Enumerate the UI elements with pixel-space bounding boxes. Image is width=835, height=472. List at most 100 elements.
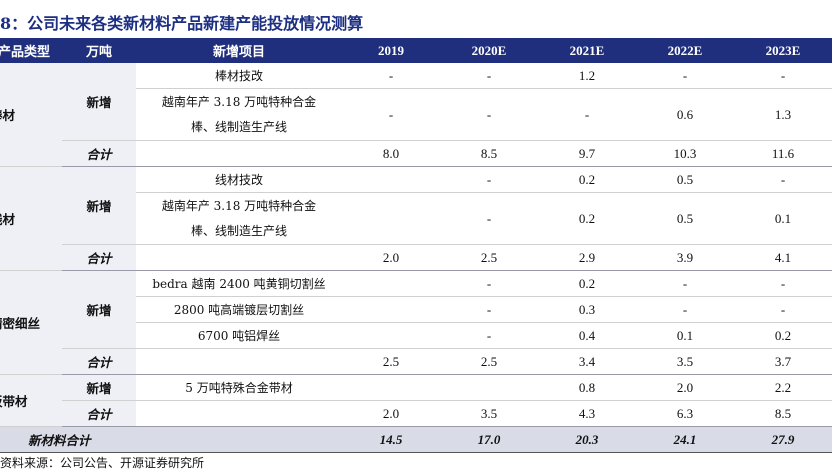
value-cell: 0.2 — [538, 166, 636, 193]
header-2023e: 2023E — [734, 38, 832, 63]
sum-label: 合计 — [62, 244, 136, 271]
value-cell: 0.3 — [538, 296, 636, 323]
value-cell: - — [734, 166, 832, 193]
value-cell: - — [636, 270, 734, 297]
sum-label: 合计 — [62, 348, 136, 375]
project-cell: 棒材技改 — [136, 63, 342, 89]
sum-cell: 2.9 — [538, 244, 636, 271]
sum-cell: 10.3 — [636, 140, 734, 167]
value-cell: - — [440, 322, 538, 349]
sum-cell: 9.7 — [538, 140, 636, 167]
sum-label: 合计 — [62, 400, 136, 427]
value-cell: 2.0 — [636, 374, 734, 401]
project-cell: 6700 吨铝焊丝 — [136, 322, 342, 349]
table-row: 精密细丝 新增 bedra 越南 2400 吨黄铜切割丝 - 0.2 - - — [0, 270, 832, 375]
value-cell — [342, 296, 440, 323]
project-cell: bedra 越南 2400 吨黄铜切割丝 — [136, 270, 342, 297]
sum-row: 合计 2.0 2.5 2.9 3.9 4.1 — [0, 244, 832, 271]
value-cell — [342, 270, 440, 297]
sum-row: 合计 8.0 8.5 9.7 10.3 11.6 — [0, 140, 832, 167]
project-cell: 越南年产 3.18 万吨特种合金 棒、线制造生产线 — [136, 88, 342, 141]
value-cell: 0.2 — [538, 192, 636, 245]
project-line: 越南年产 3.18 万吨特种合金 — [161, 94, 317, 109]
value-cell: - — [636, 296, 734, 323]
value-cell: - — [342, 88, 440, 141]
header-2019: 2019 — [342, 38, 440, 63]
value-cell: - — [440, 166, 538, 193]
value-cell: 0.8 — [538, 374, 636, 401]
total-cell: 27.9 — [734, 426, 832, 453]
header-2022e: 2022E — [636, 38, 734, 63]
category-wire-label: 线材 — [0, 166, 62, 271]
sum-cell: 3.9 — [636, 244, 734, 271]
value-cell: 0.2 — [734, 322, 832, 349]
total-label: 新材料合计 — [0, 426, 342, 453]
project-cell: 2800 吨高端镀层切割丝 — [136, 296, 342, 323]
value-cell — [342, 192, 440, 245]
sum-cell: 3.5 — [636, 348, 734, 375]
header-2020e: 2020E — [440, 38, 538, 63]
value-cell — [440, 374, 538, 401]
sum-cell: 2.0 — [342, 244, 440, 271]
table-row: 板带材 新增 5 万吨特殊合金带材 0.8 2.0 2.2 — [0, 374, 832, 427]
project-cell: 线材技改 — [136, 166, 342, 193]
value-cell: 0.5 — [636, 166, 734, 193]
table-row: 棒材 新增 棒材技改 - - 1.2 - - — [0, 63, 832, 167]
type-label: 新增 — [62, 63, 136, 141]
value-cell: - — [734, 296, 832, 323]
total-cell: 14.5 — [342, 426, 440, 453]
value-cell: - — [440, 270, 538, 297]
category-strip-label: 板带材 — [0, 374, 62, 427]
total-cell: 24.1 — [636, 426, 734, 453]
project-cell — [136, 244, 342, 271]
sum-cell: 8.5 — [440, 140, 538, 167]
sum-cell: 11.6 — [734, 140, 832, 167]
type-label: 新增 — [62, 166, 136, 245]
value-cell: 0.1 — [734, 192, 832, 245]
source-note: 资料来源：公司公告、开源证券研究所 — [0, 456, 205, 470]
table-row: 2800 吨高端镀层切割丝 - 0.3 - - — [0, 296, 832, 323]
value-cell: - — [440, 192, 538, 245]
project-cell — [136, 140, 342, 167]
header-row: 产品类型 万吨 新增项目 2019 2020E 2021E 2022E 2023… — [0, 38, 832, 63]
header-project: 新增项目 — [136, 38, 342, 63]
value-cell — [342, 322, 440, 349]
sum-label: 合计 — [62, 140, 136, 167]
project-cell: 越南年产 3.18 万吨特种合金 棒、线制造生产线 — [136, 192, 342, 245]
project-cell: 5 万吨特殊合金带材 — [136, 374, 342, 401]
value-cell: - — [440, 296, 538, 323]
value-cell: 0.1 — [636, 322, 734, 349]
category-fine-wire-label: 精密细丝 — [0, 270, 62, 375]
table-row: 越南年产 3.18 万吨特种合金 棒、线制造生产线 - - - 0.6 1.3 — [0, 88, 832, 141]
table-row: 线材 新增 线材技改 - 0.2 0.5 - — [0, 166, 832, 271]
sum-cell: 8.5 — [734, 400, 832, 427]
value-cell: 1.2 — [538, 63, 636, 89]
project-cell — [136, 400, 342, 427]
value-cell — [342, 166, 440, 193]
value-cell: 1.3 — [734, 88, 832, 141]
sum-cell: 4.3 — [538, 400, 636, 427]
value-cell: - — [342, 63, 440, 89]
value-cell: - — [636, 63, 734, 89]
value-cell: - — [734, 63, 832, 89]
header-product-type: 产品类型 — [0, 38, 62, 63]
total-cell: 20.3 — [538, 426, 636, 453]
capacity-table: 产品类型 万吨 新增项目 2019 2020E 2021E 2022E 2023… — [0, 38, 832, 453]
sum-cell: 3.7 — [734, 348, 832, 375]
header-unit: 万吨 — [62, 38, 136, 63]
sum-cell: 2.0 — [342, 400, 440, 427]
sum-row: 合计 2.5 2.5 3.4 3.5 3.7 — [0, 348, 832, 375]
figure-title: 8：公司未来各类新材料产品新建产能投放情况测算 — [0, 14, 364, 33]
sum-row: 合计 2.0 3.5 4.3 6.3 8.5 — [0, 400, 832, 427]
sum-cell: 2.5 — [440, 244, 538, 271]
table-row: 6700 吨铝焊丝 - 0.4 0.1 0.2 — [0, 322, 832, 349]
value-cell: 2.2 — [734, 374, 832, 401]
sum-cell: 6.3 — [636, 400, 734, 427]
total-row: 新材料合计 14.5 17.0 20.3 24.1 27.9 — [0, 426, 832, 453]
value-cell: 0.2 — [538, 270, 636, 297]
value-cell: - — [538, 88, 636, 141]
sum-cell: 3.5 — [440, 400, 538, 427]
sum-cell: 8.0 — [342, 140, 440, 167]
category-bar-label: 棒材 — [0, 63, 62, 167]
project-line: 越南年产 3.18 万吨特种合金 — [161, 198, 317, 213]
